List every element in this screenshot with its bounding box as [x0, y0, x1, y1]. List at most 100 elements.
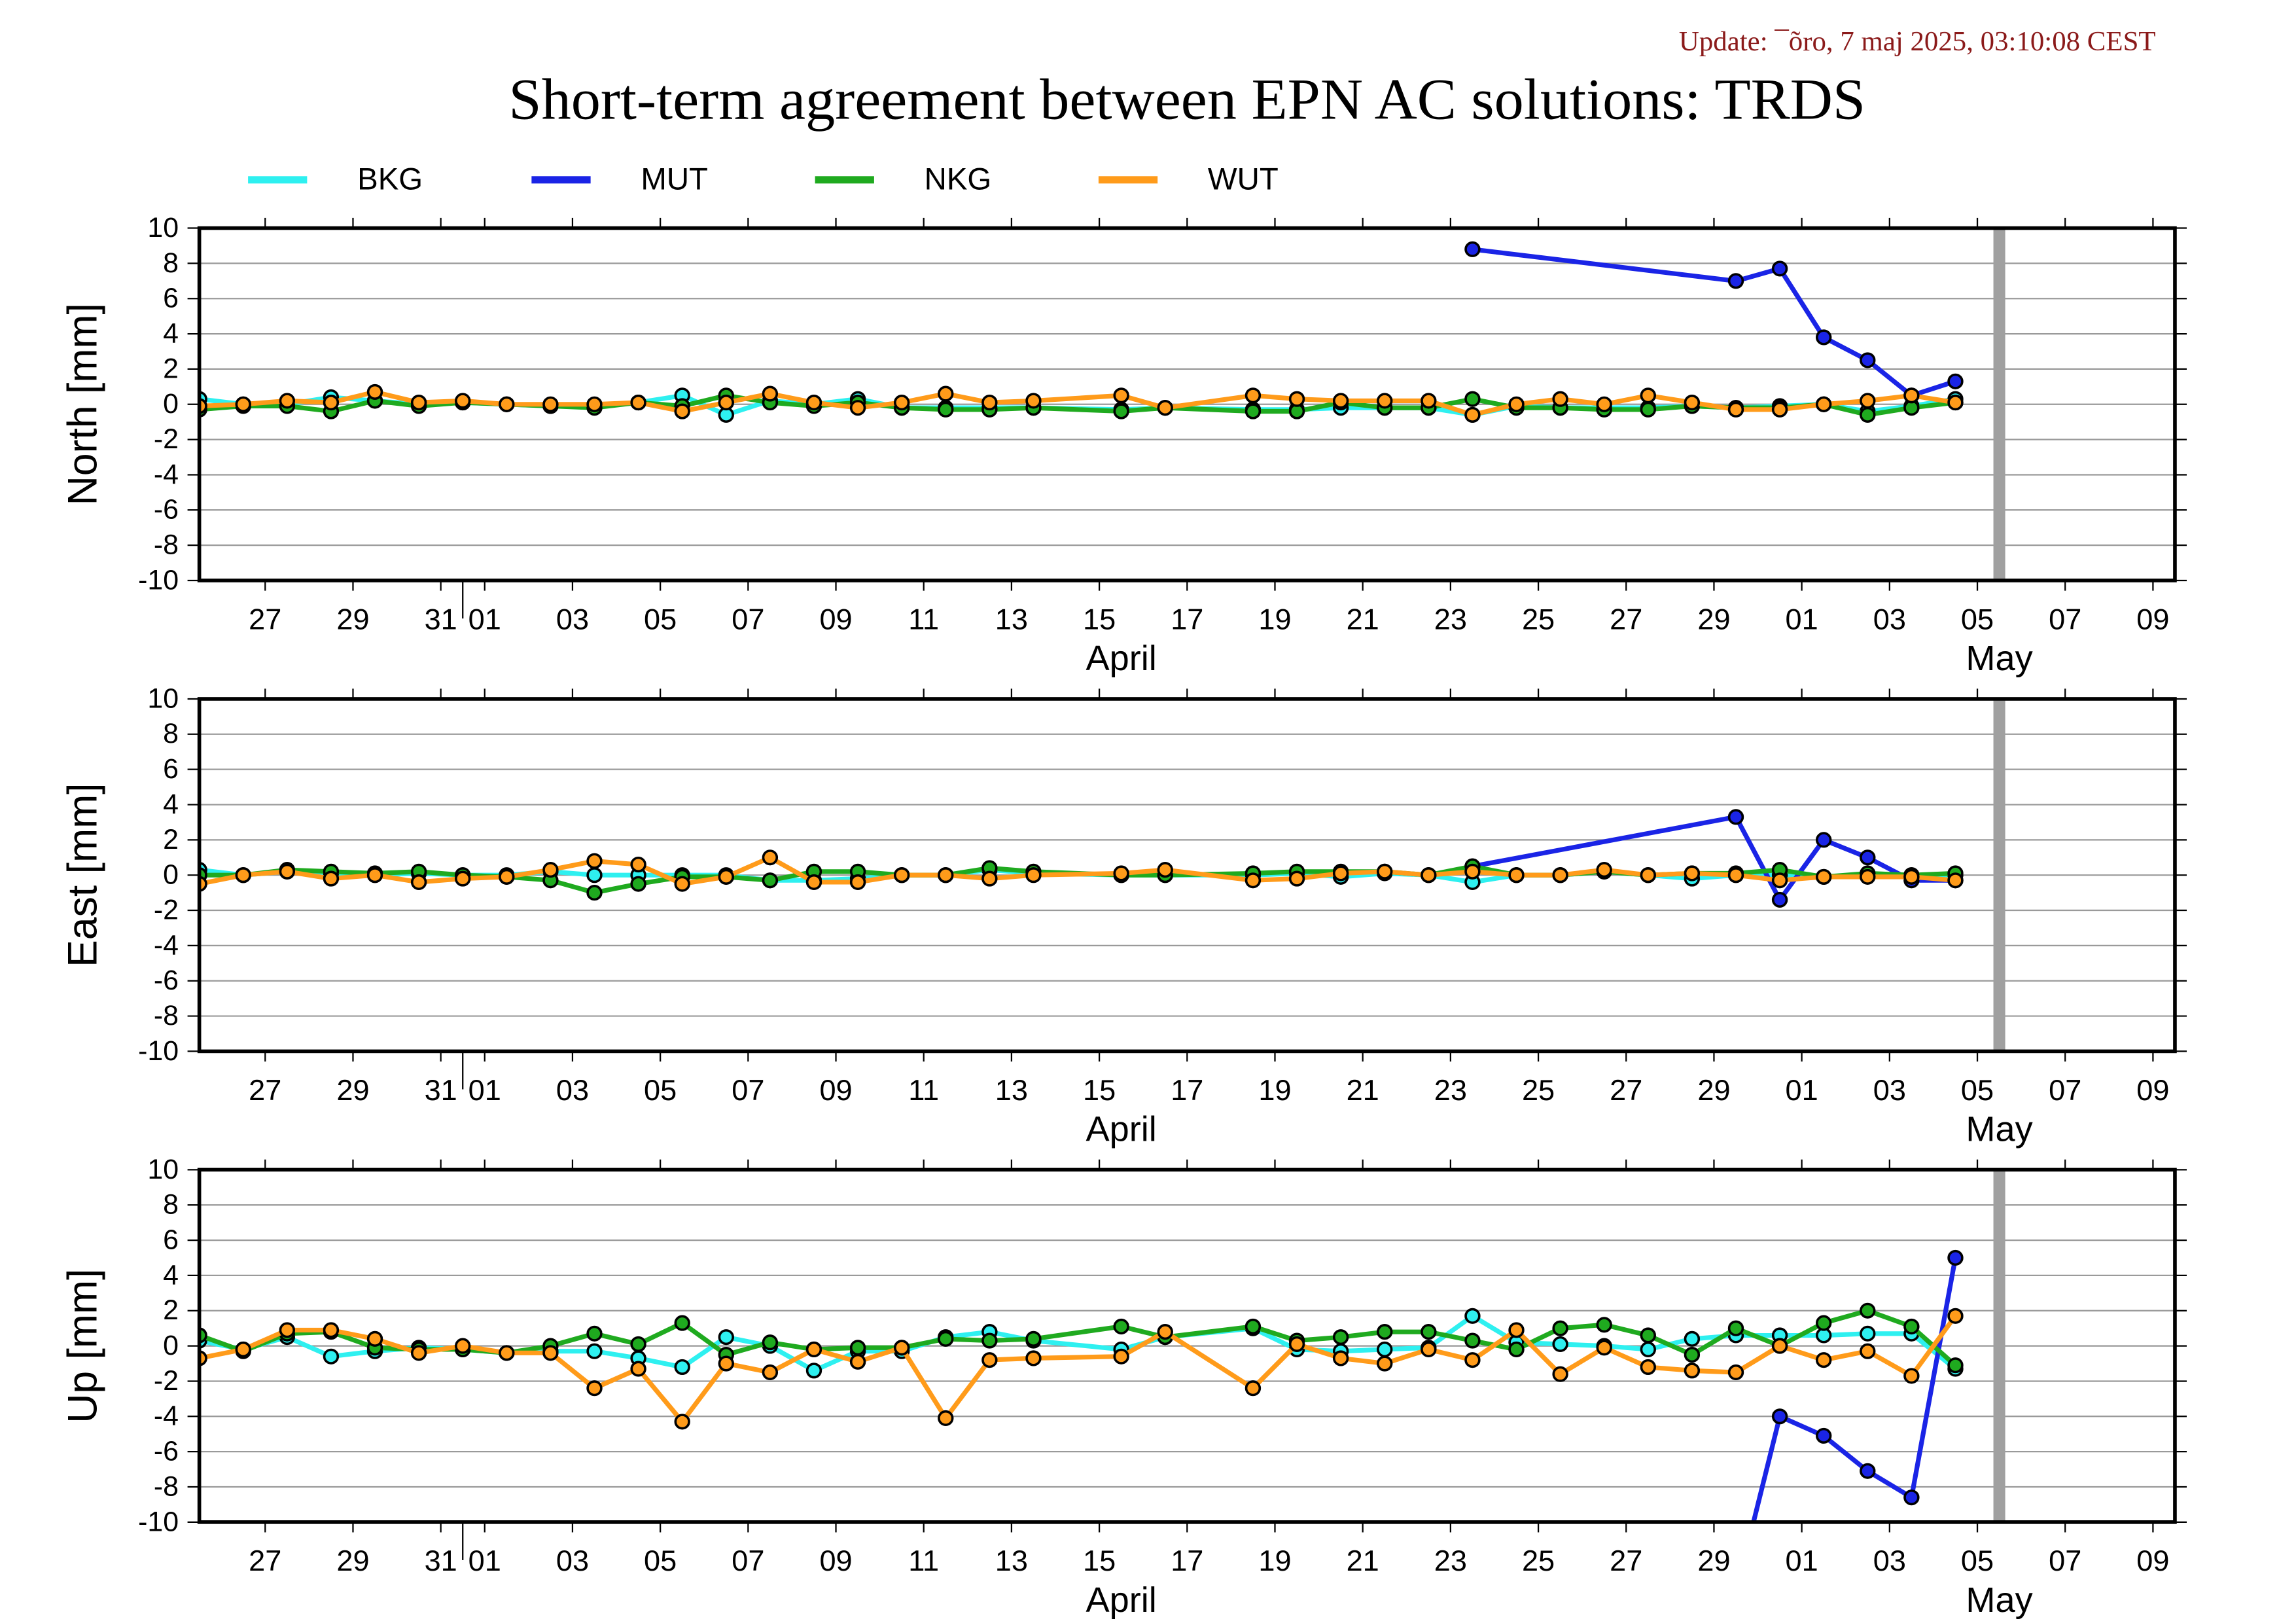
x-tick-label: 03 [556, 1544, 589, 1577]
x-tick-label: 07 [732, 1073, 764, 1107]
x-tick-label: 29 [336, 1073, 369, 1107]
x-tick-label: 07 [732, 603, 764, 636]
data-point [1860, 352, 1876, 368]
data-point [1464, 241, 1481, 257]
data-point [542, 396, 559, 412]
data-point [938, 1410, 954, 1427]
series-line [1472, 247, 1956, 398]
data-point [366, 1330, 383, 1347]
data-point [279, 393, 296, 409]
y-tick-label: 8 [163, 1189, 179, 1221]
data-point [1684, 865, 1701, 882]
data-point [1860, 1463, 1876, 1479]
data-point [1157, 1324, 1173, 1340]
data-point [1421, 867, 1437, 883]
data-point [1288, 391, 1305, 407]
y-tick-label: 0 [163, 859, 179, 891]
data-point [1771, 891, 1788, 908]
data-point [1727, 273, 1744, 289]
x-tick-label: 19 [1258, 1544, 1291, 1577]
data-point [1464, 863, 1481, 880]
x-tick-label: 19 [1258, 603, 1291, 636]
y-tick-label: -4 [154, 930, 179, 961]
data-point [499, 396, 515, 412]
x-tick-label: 17 [1171, 603, 1203, 636]
data-point [1113, 1318, 1129, 1335]
y-tick-label: -10 [138, 565, 179, 596]
month-label: May [1966, 639, 2032, 678]
x-tick-label: 27 [249, 603, 281, 636]
series-line [1751, 1257, 1958, 1522]
x-tick-label: 09 [2136, 603, 2169, 636]
plot-frame [197, 697, 2177, 1054]
x-tick-label: 05 [644, 1544, 677, 1577]
x-tick-label: 07 [2049, 1073, 2081, 1107]
data-point [1860, 868, 1876, 885]
x-tick-label: 05 [644, 1073, 677, 1107]
data-point [1552, 1336, 1568, 1352]
y-tick-label: 4 [163, 318, 179, 349]
data-point [1552, 1366, 1568, 1382]
data-point [1552, 391, 1568, 407]
data-point [1596, 396, 1612, 412]
data-point [1684, 1330, 1701, 1347]
x-tick-label: 07 [2049, 1544, 2081, 1577]
data-point [1464, 1308, 1481, 1324]
data-point [1860, 393, 1876, 409]
data-point [1947, 872, 1964, 889]
y-tick-label: 10 [147, 683, 179, 715]
data-point [718, 1355, 734, 1372]
panel: -10 -8-6 -4 -2 02 4 6 8 10 North [mm] 27 29 31 01 03 05… [60, 212, 2187, 678]
data-point [455, 1338, 471, 1354]
x-tick-label: 03 [556, 603, 589, 636]
month-label: May [1966, 1110, 2032, 1149]
data-point [849, 400, 866, 416]
data-point [805, 874, 822, 891]
data-point [938, 867, 954, 883]
data-point [542, 862, 559, 878]
data-point [1947, 1249, 1964, 1266]
x-tick-label: 13 [995, 1073, 1028, 1107]
data-point [1771, 1408, 1788, 1425]
data-point [410, 395, 427, 411]
data-point [1727, 867, 1744, 883]
data-point [630, 1336, 646, 1352]
data-point [586, 853, 603, 869]
data-point [1552, 867, 1568, 883]
y-tick-label: 4 [163, 789, 179, 820]
y-tick-label: 2 [163, 353, 179, 385]
data-point [1816, 396, 1832, 412]
data-point [410, 874, 427, 891]
data-point [1157, 862, 1173, 878]
data-point [1947, 1357, 1964, 1374]
x-tick-label: 09 [2136, 1073, 2169, 1107]
x-tick-label: 11 [908, 1073, 939, 1107]
x-tick-label: 29 [1697, 603, 1730, 636]
chart-title: Short-term agreement between EPN AC solu… [508, 67, 1865, 132]
x-tick-label: 25 [1522, 1073, 1555, 1107]
data-point [674, 1315, 690, 1331]
data-point [762, 1364, 779, 1381]
data-point [586, 396, 603, 412]
x-tick-label: 05 [1961, 1073, 1994, 1107]
y-axis-label: East [mm] [60, 783, 105, 967]
y-tick-label: 10 [147, 1154, 179, 1185]
data-point [323, 1322, 340, 1338]
month-label: April [1086, 639, 1156, 678]
data-point [1727, 809, 1744, 825]
data-point [762, 849, 779, 866]
data-point [1113, 865, 1129, 882]
y-tick-label: -2 [154, 1365, 179, 1397]
data-point [1245, 1380, 1262, 1397]
data-point [674, 403, 690, 419]
data-point [1332, 1329, 1349, 1346]
legend-label: WUT [1208, 162, 1279, 196]
x-tick-label: 09 [2136, 1544, 2169, 1577]
plot-area [199, 241, 1964, 423]
data-point [938, 401, 954, 418]
y-axis-label: North [mm] [60, 303, 105, 505]
data-point [1640, 867, 1656, 883]
plot-area [199, 1249, 1964, 1522]
data-point [1903, 387, 1920, 404]
y-tick-label: 0 [163, 388, 179, 419]
